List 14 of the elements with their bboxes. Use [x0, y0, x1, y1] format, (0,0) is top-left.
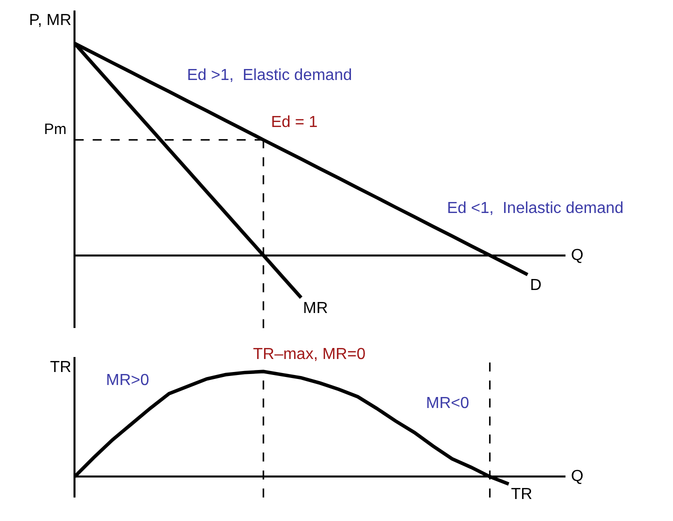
ref-line-label: Pm — [44, 121, 66, 138]
x-axis-title: Q — [571, 247, 584, 264]
series-label: TR — [511, 486, 532, 503]
annotation: MR>0 — [106, 372, 150, 389]
series-label: MR — [303, 300, 328, 317]
series-label: D — [530, 277, 542, 294]
annotation: Ed <1, Inelastic demand — [447, 200, 624, 217]
x-axis-title: Q — [571, 468, 584, 485]
y-axis-title: P, MR — [29, 12, 72, 29]
annotation: Ed >1, Elastic demand — [187, 67, 352, 84]
y-axis-title: TR — [50, 359, 72, 376]
annotation: Ed = 1 — [271, 114, 318, 131]
text: TR–max, MR=0 — [253, 346, 366, 363]
annotation: MR<0 — [426, 395, 470, 412]
